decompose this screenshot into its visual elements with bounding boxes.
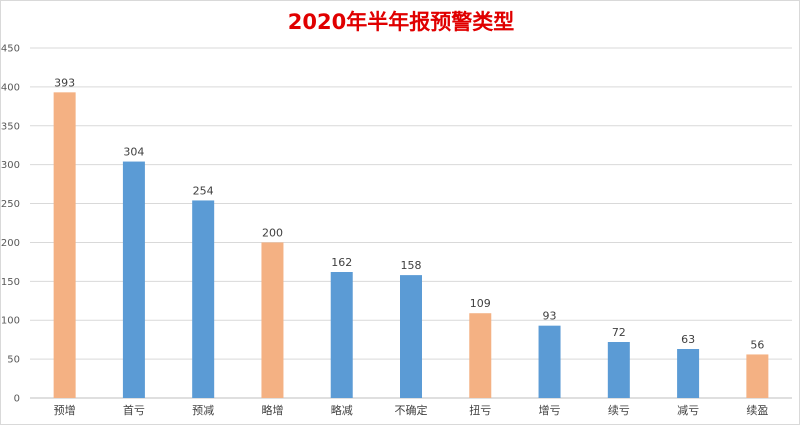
bar <box>330 272 353 398</box>
data-label: 72 <box>612 326 626 339</box>
x-tick-label: 不确定 <box>395 403 428 417</box>
chart-title: 2020年半年报预警类型 <box>287 10 515 34</box>
x-tick-label: 预减 <box>192 404 214 417</box>
x-tick-label: 扭亏 <box>469 403 491 417</box>
y-tick-label: 150 <box>1 277 20 288</box>
y-tick-label: 250 <box>1 199 20 210</box>
x-tick-label: 减亏 <box>677 404 699 417</box>
bar <box>469 313 492 398</box>
x-tick-label: 首亏 <box>123 403 145 417</box>
x-tick-label: 增亏 <box>539 403 561 417</box>
x-tick-label: 续盈 <box>746 403 768 417</box>
y-tick-label: 0 <box>14 394 20 405</box>
data-label: 158 <box>401 259 422 272</box>
data-label: 109 <box>470 297 491 310</box>
x-tick-label: 预增 <box>54 403 76 417</box>
bar <box>607 342 630 398</box>
y-tick-label: 450 <box>1 44 20 55</box>
y-tick-label: 400 <box>1 82 20 93</box>
bar <box>122 161 145 398</box>
data-label: 304 <box>123 146 144 159</box>
data-label: 254 <box>193 184 214 197</box>
bar <box>677 349 700 398</box>
y-tick-label: 200 <box>1 238 20 249</box>
x-tick-label: 略减 <box>331 403 353 417</box>
data-label: 162 <box>331 256 352 269</box>
y-tick-label: 350 <box>1 121 20 132</box>
x-tick-label: 续亏 <box>608 403 630 417</box>
y-tick-label: 50 <box>7 355 20 366</box>
y-tick-label: 100 <box>1 316 20 327</box>
bar <box>53 92 76 398</box>
data-label: 93 <box>543 310 557 323</box>
bar <box>192 200 215 398</box>
bar <box>261 242 284 398</box>
data-label: 200 <box>262 226 283 239</box>
y-tick-label: 300 <box>1 160 20 171</box>
data-label: 56 <box>750 338 764 351</box>
data-label: 63 <box>681 333 695 346</box>
bar <box>400 275 422 398</box>
bar <box>746 354 769 398</box>
data-label: 393 <box>54 76 75 89</box>
x-tick-label: 略增 <box>261 403 283 417</box>
bar <box>538 325 561 398</box>
